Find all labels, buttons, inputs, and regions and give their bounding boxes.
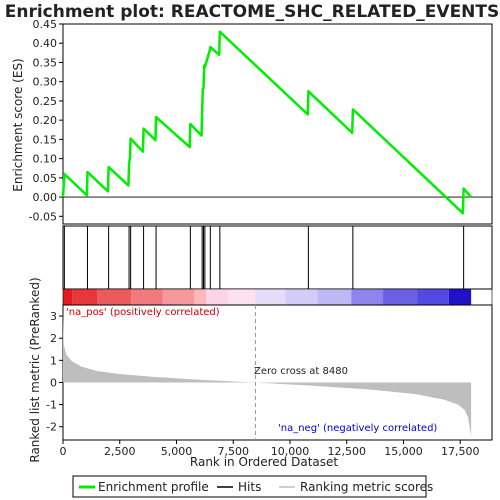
- es-ytick-label: 0.35: [33, 56, 58, 69]
- metric-axis-label: Ranked list metric (PreRanked): [28, 277, 42, 462]
- color-segment: [285, 289, 318, 305]
- color-segment: [448, 289, 472, 305]
- es-panel: -0.05 0.00 0.05 0.10 0.15 0.20 0.25 0.30 0.35 0.4…: [29, 18, 493, 225]
- neg-label: 'na_neg' (negatively correlated): [278, 423, 437, 434]
- xtick-label: 12,500: [327, 445, 366, 458]
- metric-ytick-label: -2: [46, 421, 57, 434]
- xtick-label: 7,500: [217, 445, 249, 458]
- es-axis-label: Enrichment score (ES): [11, 58, 25, 191]
- es-frame: [62, 23, 493, 225]
- xtick-label: 2,500: [104, 445, 136, 458]
- color-segment: [162, 289, 195, 305]
- xtick-label: 10,000: [271, 445, 310, 458]
- color-segment: [72, 289, 98, 305]
- es-ytick-label: 0.30: [33, 76, 58, 89]
- metric-ytick-label: 1: [50, 354, 57, 367]
- metric-ytick-label: 3: [50, 310, 57, 323]
- metric-ytick-label: -1: [46, 399, 57, 412]
- metric-ytick-label: 2: [50, 332, 57, 345]
- pos-label: 'na_pos' (positively correlated): [66, 307, 220, 318]
- color-segment: [255, 289, 286, 305]
- zero-cross-label: Zero cross at 8480: [254, 366, 348, 377]
- color-segment: [131, 289, 163, 305]
- es-ytick-label: 0.40: [33, 37, 58, 50]
- legend-label-hits: Hits: [238, 480, 261, 494]
- color-segment: [97, 289, 132, 305]
- legend-label-metric: Ranking metric scores: [300, 480, 433, 494]
- hits-panel: [62, 225, 493, 290]
- color-segment: [194, 289, 206, 305]
- color-segment: [383, 289, 418, 305]
- color-segment: [317, 289, 352, 305]
- es-ytick-label: 0.15: [33, 133, 58, 146]
- metric-ytick-label: 0: [50, 376, 57, 389]
- xtick-label: 0: [60, 445, 67, 458]
- es-ytick-label: 0.00: [33, 191, 58, 204]
- xtick-label: 15,000: [384, 445, 423, 458]
- es-ytick-label: 0.10: [33, 153, 58, 166]
- color-segment: [417, 289, 449, 305]
- hits-frame: [62, 225, 493, 290]
- es-ytick-label: 0.25: [33, 95, 58, 108]
- legend-box: [72, 475, 427, 498]
- enrichment-profile-line: [61, 30, 473, 215]
- es-ytick-label: 0.05: [33, 172, 58, 185]
- es-ytick-label: 0.45: [33, 18, 58, 31]
- color-segment: [351, 289, 384, 305]
- es-ytick-label: 0.20: [33, 114, 58, 127]
- color-segment: [206, 289, 229, 305]
- x-axis-label: Rank in Ordered Dataset: [190, 455, 338, 469]
- ranked-metric-panel: -2 -1 0 1 2 3 0 2,500 5,000 7,500 10,000 12,500 15,0…: [46, 304, 493, 458]
- legend-label-enrichment: Enrichment profile: [98, 480, 209, 494]
- color-segment: [63, 289, 73, 305]
- es-ytick-label: -0.05: [29, 210, 57, 223]
- xtick-label: 5,000: [161, 445, 193, 458]
- chart-title: Enrichment plot: REACTOME_SHC_RELATED_EV…: [5, 2, 500, 22]
- rank-color-bar: [62, 288, 493, 306]
- metric-frame: [62, 304, 493, 441]
- color-segment: [228, 289, 256, 305]
- legend: Enrichment profile Hits Ranking metric s…: [72, 475, 433, 498]
- xtick-label: 17,500: [441, 445, 480, 458]
